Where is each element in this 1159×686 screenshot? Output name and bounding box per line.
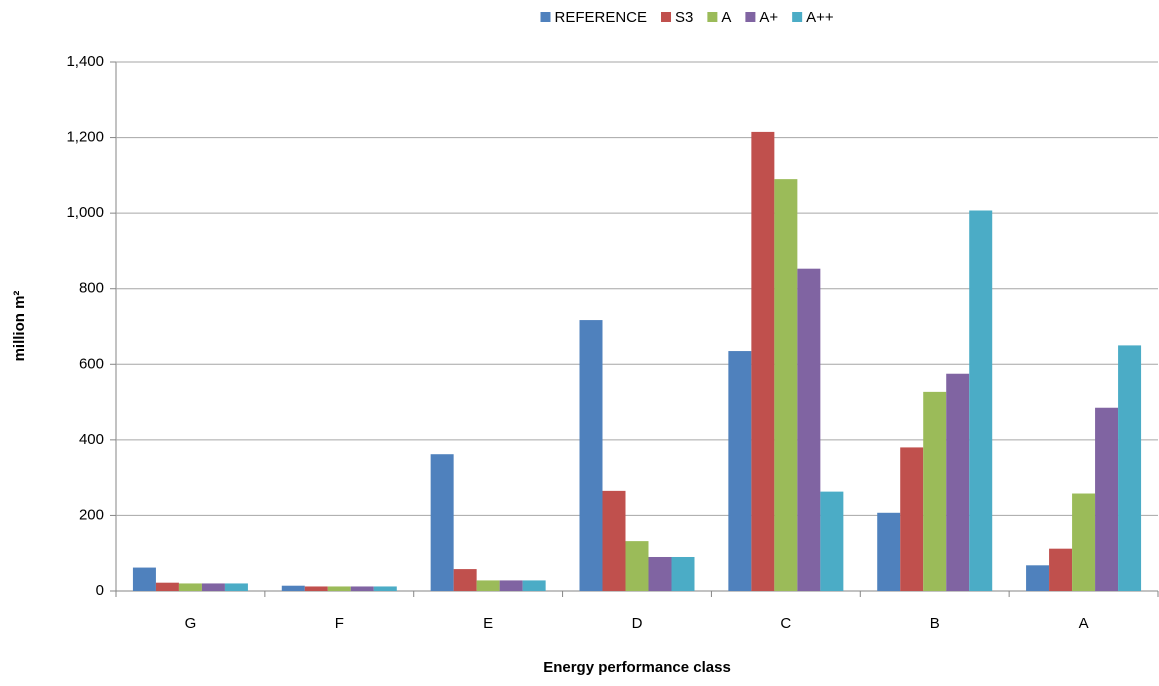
bar bbox=[671, 556, 695, 591]
bar bbox=[774, 179, 798, 591]
bar bbox=[224, 583, 248, 591]
bar bbox=[1118, 345, 1142, 591]
bar bbox=[201, 583, 225, 591]
x-tick-label: F bbox=[335, 615, 344, 632]
legend-swatch bbox=[745, 12, 756, 22]
y-tick-label: 400 bbox=[79, 431, 104, 448]
x-axis-label: Energy performance class bbox=[543, 659, 731, 676]
y-tick-label: 600 bbox=[79, 355, 104, 372]
bar bbox=[1072, 493, 1096, 591]
bar bbox=[579, 320, 603, 591]
legend-label: A bbox=[721, 9, 731, 26]
bar bbox=[373, 586, 397, 591]
bar bbox=[1026, 565, 1050, 591]
bar bbox=[1049, 548, 1073, 591]
y-tick-label: 800 bbox=[79, 280, 104, 297]
bar bbox=[155, 582, 179, 591]
x-tick-label: A bbox=[1079, 615, 1089, 632]
bar bbox=[178, 583, 202, 591]
bar bbox=[522, 580, 546, 591]
legend-swatch bbox=[792, 12, 803, 22]
bar bbox=[132, 567, 156, 591]
y-axis-label: million m² bbox=[11, 291, 28, 362]
y-tick-label: 1,400 bbox=[66, 53, 104, 70]
bar bbox=[430, 454, 454, 591]
x-tick-label: E bbox=[483, 615, 493, 632]
bar bbox=[900, 447, 924, 591]
y-tick-label: 200 bbox=[79, 506, 104, 523]
bar bbox=[499, 580, 523, 591]
bar bbox=[476, 580, 500, 591]
legend-label: S3 bbox=[675, 9, 693, 26]
legend-swatch bbox=[661, 12, 672, 22]
bar bbox=[877, 512, 901, 591]
x-tick-label: G bbox=[185, 615, 197, 632]
bar bbox=[304, 586, 328, 591]
bar bbox=[453, 569, 477, 591]
legend-label: A+ bbox=[759, 9, 778, 26]
bar bbox=[797, 268, 821, 591]
legend-label: A++ bbox=[806, 9, 834, 26]
x-tick-label: B bbox=[930, 615, 940, 632]
bar bbox=[728, 351, 752, 591]
y-tick-label: 1,000 bbox=[66, 204, 104, 221]
bar bbox=[648, 556, 672, 591]
legend-label: REFERENCE bbox=[555, 9, 648, 26]
bar bbox=[923, 391, 947, 591]
x-tick-label: D bbox=[632, 615, 643, 632]
bar bbox=[602, 490, 626, 591]
bar bbox=[625, 541, 649, 591]
bar bbox=[820, 491, 844, 591]
legend-swatch bbox=[540, 12, 551, 22]
bar bbox=[281, 585, 305, 591]
bar bbox=[1095, 407, 1119, 591]
legend-swatch bbox=[707, 12, 718, 22]
y-tick-label: 1,200 bbox=[66, 129, 104, 146]
bar bbox=[327, 586, 351, 591]
bar bbox=[969, 210, 993, 591]
y-tick-label: 0 bbox=[96, 582, 104, 599]
bar bbox=[751, 131, 775, 591]
bar bbox=[350, 586, 374, 591]
bar bbox=[946, 373, 970, 591]
x-tick-label: C bbox=[780, 615, 791, 632]
